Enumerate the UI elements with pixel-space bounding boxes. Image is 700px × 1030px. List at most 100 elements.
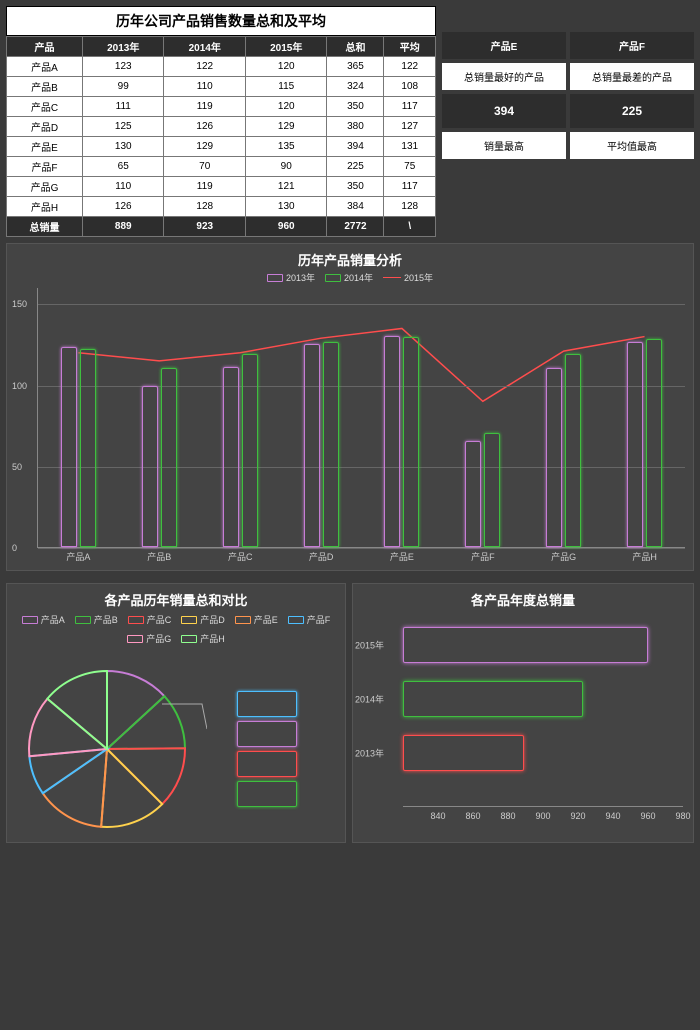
table-cell: 产品G [7,177,83,197]
y-axis-label: 50 [12,462,22,472]
bar-chart-legend: 2013年2014年2015年 [7,271,693,288]
pie-slice [101,749,162,827]
x-axis-label: 产品D [281,550,362,563]
hbar-chart-panel: 各产品年度总销量 2015年2014年2013年8408608809009209… [352,583,694,843]
table-cell: 127 [384,117,436,137]
legend-label: 产品F [307,613,331,626]
legend-swatch [267,274,283,282]
table-cell: 126 [164,117,246,137]
bar [242,354,258,547]
summary-cell: 产品E [442,32,566,59]
x-tick-label: 980 [675,811,690,821]
hbar [403,627,648,663]
main-table-title: 历年公司产品销售数量总和及平均 [6,6,436,36]
bar-group: 产品D [281,288,362,547]
pie-slice [47,671,107,749]
table-cell: 923 [164,217,246,237]
table-cell: 110 [82,177,164,197]
pie-side-bars [207,691,297,807]
pie-side-bar [237,691,297,717]
bar [465,441,481,547]
legend-item: 产品G [127,632,171,645]
x-axis-label: 产品G [523,550,604,563]
table-cell: 131 [384,137,436,157]
bar [384,336,400,547]
legend-swatch [235,616,251,624]
main-data-table: 产品2013年2014年2015年总和平均 产品A123122120365122… [6,36,436,237]
x-tick-label: 840 [430,811,445,821]
table-cell: 380 [327,117,384,137]
legend-label: 产品E [254,613,278,626]
bar [627,342,643,547]
table-cell: 324 [327,77,384,97]
hbar [403,681,583,717]
table-row: 产品D125126129380127 [7,117,436,137]
table-cell: 90 [245,157,327,177]
summary-cell: 总销量最好的产品 [442,63,566,90]
table-cell: 70 [164,157,246,177]
summary-row: 销量最高平均值最高 [442,132,694,159]
table-cell: 121 [245,177,327,197]
table-cell: 126 [82,197,164,217]
table-cell: 128 [384,197,436,217]
summary-row: 394225 [442,94,694,128]
x-axis-label: 产品C [200,550,281,563]
table-header-cell: 2014年 [164,37,246,57]
legend-swatch [22,616,38,624]
table-cell: 350 [327,97,384,117]
bar-group: 产品A [38,288,119,547]
legend-swatch [181,616,197,624]
table-cell: 产品F [7,157,83,177]
hbar-label: 2015年 [355,639,384,652]
table-cell: 产品C [7,97,83,117]
legend-item: 产品F [288,613,331,626]
legend-label: 2015年 [404,271,433,284]
legend-line [383,277,401,278]
table-cell: 130 [82,137,164,157]
bar-chart-panel: 历年产品销量分析 2013年2014年2015年 050100150产品A产品B… [6,243,694,571]
table-row: 产品F65709022575 [7,157,436,177]
legend-swatch [325,274,341,282]
pie-chart-svg [7,649,207,849]
bar-group: 产品F [442,288,523,547]
bar [484,433,500,547]
bar [565,354,581,547]
bar [223,367,239,547]
table-cell: 130 [245,197,327,217]
summary-cell: 总销量最差的产品 [570,63,694,90]
table-cell: 350 [327,177,384,197]
table-cell: 产品A [7,57,83,77]
table-cell: 225 [327,157,384,177]
table-cell: 120 [245,97,327,117]
table-cell: 99 [82,77,164,97]
x-axis-label: 产品A [38,550,119,563]
table-cell: 110 [164,77,246,97]
bar [403,337,419,547]
table-cell: 119 [164,177,246,197]
table-header-cell: 2015年 [245,37,327,57]
x-tick-label: 860 [465,811,480,821]
x-axis-label: 产品F [442,550,523,563]
x-tick-label: 880 [500,811,515,821]
pie-slice [29,699,107,757]
summary-row: 产品E产品F [442,32,694,59]
table-cell: 117 [384,177,436,197]
dashboard: 历年公司产品销售数量总和及平均 产品2013年2014年2015年总和平均 产品… [0,0,700,849]
table-header-cell: 产品 [7,37,83,57]
summary-side-panel: 产品E产品F总销量最好的产品总销量最差的产品394225销量最高平均值最高 [442,6,694,237]
summary-cell: 产品F [570,32,694,59]
bar-group: 产品E [362,288,443,547]
x-tick-label: 900 [535,811,550,821]
table-cell: 75 [384,157,436,177]
table-cell: 122 [164,57,246,77]
table-total-row: 总销量8899239602772\ [7,217,436,237]
x-axis-label: 产品H [604,550,685,563]
bar [304,344,320,547]
legend-label: 产品A [41,613,65,626]
legend-label: 产品H [200,632,225,645]
hbar [403,735,524,771]
table-cell: 123 [82,57,164,77]
legend-swatch [288,616,304,624]
legend-item: 2014年 [325,271,373,284]
bar-group: 产品C [200,288,281,547]
